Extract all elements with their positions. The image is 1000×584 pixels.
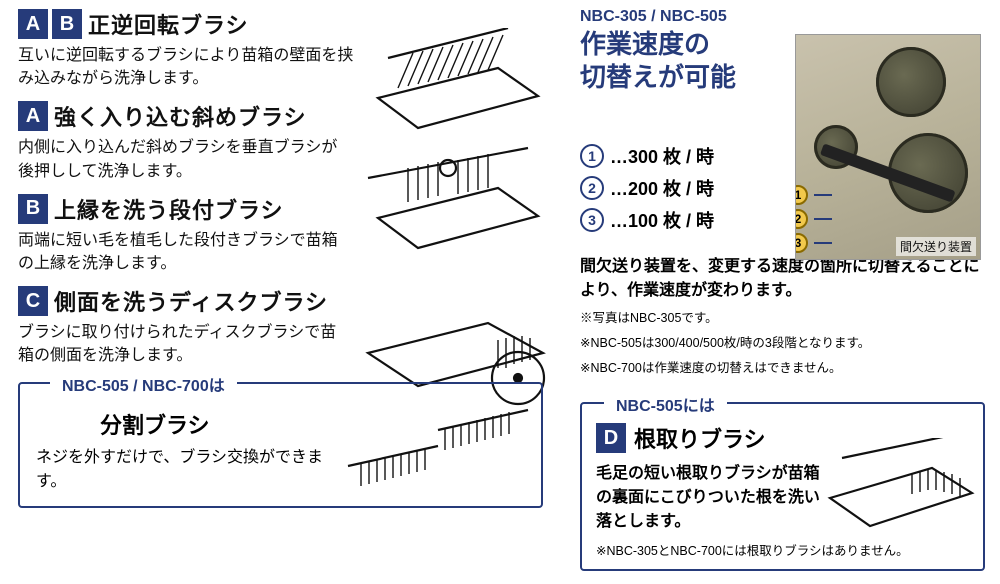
left-column: A B 正逆回転ブラシ 互いに逆回転するブラシにより苗箱の壁面を挟み込みながら洗… bbox=[18, 8, 548, 508]
feature-a-title: 強く入り込む斜めブラシ bbox=[54, 100, 307, 132]
root-brush-illustration bbox=[822, 438, 977, 548]
letter-b2-icon: B bbox=[18, 194, 48, 224]
split-box-label: NBC-505 / NBC-700は bbox=[50, 372, 237, 396]
speed-models: NBC-305 / NBC-505 bbox=[580, 8, 985, 26]
feature-c-desc: ブラシに取り付けられたディスクブラシで苗箱の側面を洗浄します。 bbox=[18, 321, 338, 367]
speed-note: 間欠送り装置を、変更する速度の箇所に切替えることにより、作業速度が変わります。 bbox=[580, 255, 985, 303]
feature-ab-desc: 互いに逆回転するブラシにより苗箱の壁面を挟み込みながら洗浄します。 bbox=[18, 44, 358, 90]
letter-a-icon: A bbox=[18, 9, 48, 39]
feature-b-desc: 両端に短い毛を植毛した段付きブラシで苗箱の上縁を洗浄します。 bbox=[18, 229, 338, 275]
speed-text-2: …200 枚 / 時 bbox=[610, 175, 714, 201]
speed-device-photo: 1 2 3 間欠送り装置 bbox=[795, 34, 981, 260]
feature-b-title: 上縁を洗う段付ブラシ bbox=[54, 193, 284, 225]
split-brush-illustration bbox=[343, 394, 533, 494]
speed-fine-1: ※写真はNBC-305です。 bbox=[580, 309, 985, 328]
photo-marker-3-icon: 3 bbox=[795, 233, 808, 253]
speed-fine-2: ※NBC-505は300/400/500枚/時の3段階となります。 bbox=[580, 334, 985, 353]
letter-c-icon: C bbox=[18, 286, 48, 316]
root-desc: 毛足の短い根取りブラシが苗箱の裏面にこびりついた根を洗い落とします。 bbox=[596, 462, 826, 534]
speed-text-3: …100 枚 / 時 bbox=[610, 207, 714, 233]
root-brush-box: NBC-505には D 根取りブラシ 毛足の短い根取りブラシが苗箱の裏面にこびり… bbox=[580, 402, 985, 571]
split-desc: ネジを外すだけで、ブラシ交換ができます。 bbox=[36, 446, 336, 494]
letter-d-icon: D bbox=[596, 423, 626, 453]
feature-c-title: 側面を洗うディスクブラシ bbox=[54, 285, 328, 317]
page: A B 正逆回転ブラシ 互いに逆回転するブラシにより苗箱の壁面を挟み込みながら洗… bbox=[0, 0, 1000, 584]
speed-num-3-icon: 3 bbox=[580, 208, 604, 232]
speed-num-2-icon: 2 bbox=[580, 176, 604, 200]
feature-a-desc: 内側に入り込んだ斜めブラシを垂直ブラシが後押しして洗浄します。 bbox=[18, 136, 338, 182]
speed-fine-3: ※NBC-700は作業速度の切替えはできません。 bbox=[580, 359, 985, 378]
brush-illustration-stack bbox=[358, 28, 558, 428]
letter-b-icon: B bbox=[52, 9, 82, 39]
photo-marker-1-icon: 1 bbox=[795, 185, 808, 205]
photo-marker-2-icon: 2 bbox=[795, 209, 808, 229]
root-title: 根取りブラシ bbox=[634, 422, 766, 454]
photo-caption: 間欠送り装置 bbox=[896, 237, 976, 256]
speed-num-1-icon: 1 bbox=[580, 144, 604, 168]
feature-ab-title: 正逆回転ブラシ bbox=[88, 8, 249, 40]
split-brush-box: NBC-505 / NBC-700は 分割ブラシ ネジを外すだけで、ブラシ交換が… bbox=[18, 382, 543, 508]
speed-section: NBC-305 / NBC-505 作業速度の 切替えが可能 1 …300 枚 … bbox=[580, 8, 985, 378]
letter-a2-icon: A bbox=[18, 101, 48, 131]
right-column: NBC-305 / NBC-505 作業速度の 切替えが可能 1 …300 枚 … bbox=[580, 8, 985, 571]
speed-text-1: …300 枚 / 時 bbox=[610, 143, 714, 169]
root-box-label: NBC-505には bbox=[604, 392, 727, 416]
